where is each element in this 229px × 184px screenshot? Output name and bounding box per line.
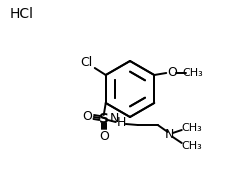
- Text: Cl: Cl: [80, 56, 93, 68]
- Text: O: O: [82, 109, 91, 123]
- Text: N: N: [164, 128, 174, 141]
- Text: H: H: [117, 116, 126, 130]
- Text: CH₃: CH₃: [182, 68, 203, 78]
- Text: O: O: [166, 66, 176, 79]
- Text: N: N: [110, 112, 119, 125]
- Text: O: O: [98, 130, 108, 142]
- Text: CH₃: CH₃: [181, 123, 201, 133]
- Text: S: S: [98, 112, 108, 126]
- Text: HCl: HCl: [10, 7, 34, 21]
- Text: CH₃: CH₃: [181, 141, 201, 151]
